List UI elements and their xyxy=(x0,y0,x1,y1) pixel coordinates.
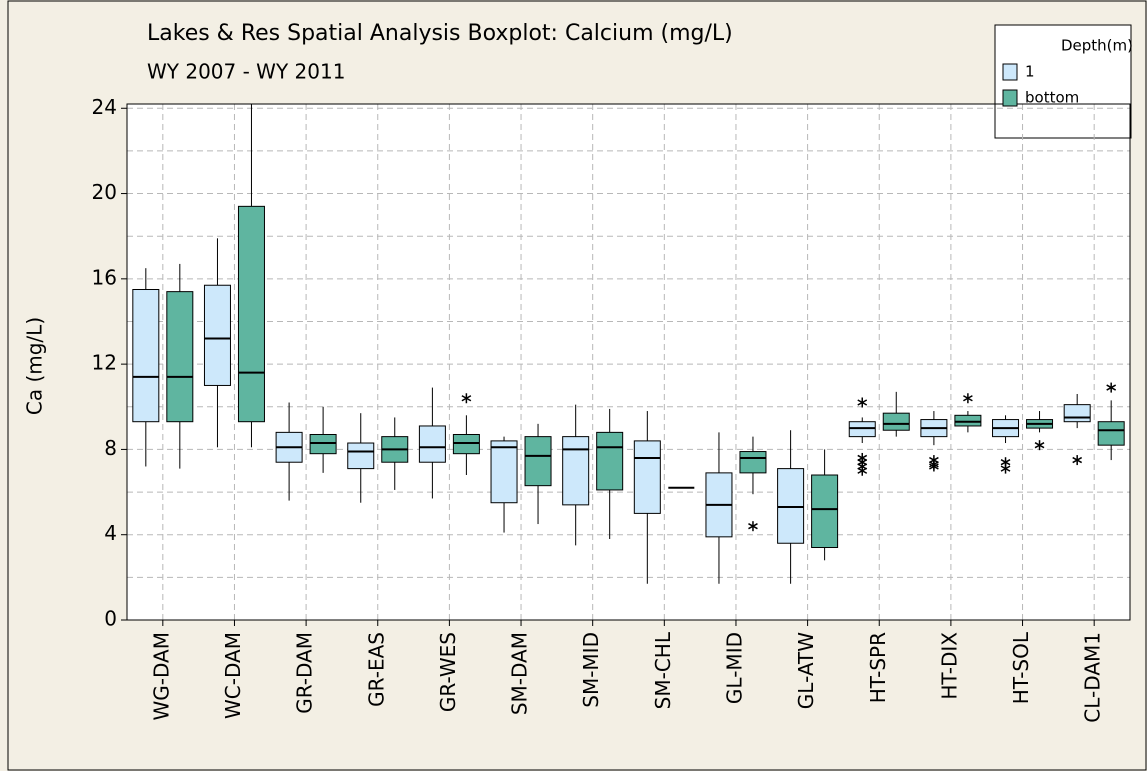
x-tick-label: SM-DAM xyxy=(508,632,532,715)
x-tick-label: SM-CHL xyxy=(651,631,675,709)
x-tick-label: SM-MID xyxy=(579,632,603,708)
box xyxy=(452,433,480,455)
box xyxy=(811,474,839,549)
y-tick-label: 20 xyxy=(92,180,117,204)
box xyxy=(418,425,446,463)
box xyxy=(562,436,590,506)
outlier-stroke xyxy=(1034,442,1045,449)
outlier-stroke xyxy=(748,523,758,530)
x-tick-label: WC-DAM xyxy=(221,632,245,719)
box xyxy=(347,442,375,470)
legend-box xyxy=(994,24,1132,139)
outlier xyxy=(1106,382,1117,393)
y-tick-label: 24 xyxy=(92,95,117,119)
box xyxy=(954,414,982,427)
chart-subtitle: WY 2007 - WY 2011 xyxy=(147,60,345,84)
outlier xyxy=(963,393,973,404)
outlier xyxy=(748,521,758,532)
x-tick-label: HT-DIX xyxy=(937,632,961,700)
x-tick-label: GR-WES xyxy=(436,632,460,712)
legend-swatch xyxy=(1002,89,1018,107)
chart-title: Lakes & Res Spatial Analysis Boxplot: Ca… xyxy=(147,21,733,46)
box xyxy=(490,440,518,504)
box xyxy=(309,433,337,455)
box xyxy=(633,440,661,514)
box xyxy=(848,421,876,438)
legend-label: 1 xyxy=(1025,63,1035,81)
x-tick-label: GR-EAS xyxy=(364,632,388,707)
box xyxy=(237,205,265,423)
outlier-stroke xyxy=(1106,384,1117,391)
outlier xyxy=(1000,463,1011,474)
box xyxy=(596,431,624,491)
outlier xyxy=(461,393,472,404)
box xyxy=(1097,421,1125,446)
outlier xyxy=(1034,440,1045,451)
plot-border xyxy=(126,103,1131,621)
x-tick-label: GR-DAM xyxy=(293,632,317,714)
plot-area xyxy=(127,104,1130,620)
y-tick-label: 12 xyxy=(92,351,117,375)
outlier-stroke xyxy=(963,395,973,402)
legend-label: bottom xyxy=(1025,89,1079,107)
x-tick-label: CL-DAM1 xyxy=(1081,632,1105,723)
box xyxy=(524,436,552,487)
box xyxy=(739,451,767,474)
box xyxy=(882,412,910,431)
y-tick-label: 16 xyxy=(92,265,117,289)
x-tick-label: WG-DAM xyxy=(149,632,173,720)
box xyxy=(132,289,160,423)
outlier-stroke xyxy=(857,467,868,474)
outlier-stroke xyxy=(1072,456,1083,464)
y-tick-label: 0 xyxy=(104,607,117,631)
outlier-stroke xyxy=(929,463,939,470)
legend-swatch xyxy=(1002,63,1018,81)
y-tick-label: 4 xyxy=(104,521,117,545)
legend-title: Depth(m) xyxy=(1061,37,1133,55)
box xyxy=(166,291,194,423)
outlier xyxy=(929,461,939,472)
outlier xyxy=(857,465,868,476)
y-tick-label: 8 xyxy=(104,436,117,460)
outlier-stroke xyxy=(1000,465,1011,472)
x-tick-label: HT-SOL xyxy=(1009,631,1033,704)
outlier xyxy=(1072,455,1083,466)
y-axis-label: Ca (mg/L) xyxy=(23,317,47,415)
outlier-stroke xyxy=(1000,459,1011,466)
x-tick-label: GL-MID xyxy=(722,632,746,704)
outlier xyxy=(857,397,868,408)
outlier-stroke xyxy=(461,395,472,402)
box xyxy=(777,468,805,544)
x-tick-label: HT-SPR xyxy=(866,632,890,703)
outlier-stroke xyxy=(857,399,868,406)
x-tick-label: GL-ATW xyxy=(794,632,818,709)
box xyxy=(1063,404,1091,423)
box xyxy=(203,284,231,386)
